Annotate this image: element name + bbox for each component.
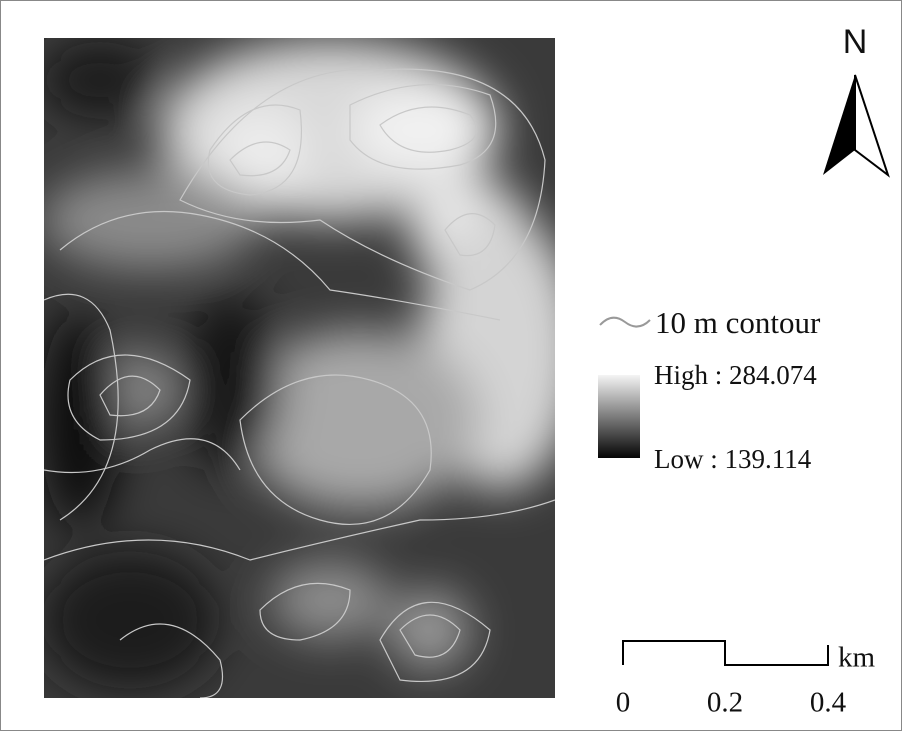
scale-label: 0 bbox=[616, 687, 631, 719]
north-label: N bbox=[843, 23, 868, 61]
low-label: Low : 139.114 bbox=[654, 444, 812, 474]
elevation-ramp bbox=[598, 375, 640, 458]
arrow-light-half bbox=[854, 74, 890, 178]
north-arrow: N bbox=[823, 23, 890, 178]
contour-lines bbox=[44, 68, 555, 698]
elevation-map bbox=[44, 38, 555, 698]
legend: 10 m contour High : 284.074 Low : 139.11… bbox=[598, 305, 821, 474]
arrow-dark-half bbox=[823, 75, 855, 175]
scale-label: 0.2 bbox=[707, 687, 743, 719]
scale-label: 0.4 bbox=[810, 687, 847, 719]
scale-line bbox=[622, 640, 829, 666]
contour-symbol bbox=[599, 316, 651, 328]
contour-label: 10 m contour bbox=[655, 305, 821, 340]
scale-unit: km bbox=[838, 642, 876, 674]
high-label: High : 284.074 bbox=[654, 360, 817, 390]
scale-bar: km 0 0.2 0.4 bbox=[616, 640, 876, 719]
